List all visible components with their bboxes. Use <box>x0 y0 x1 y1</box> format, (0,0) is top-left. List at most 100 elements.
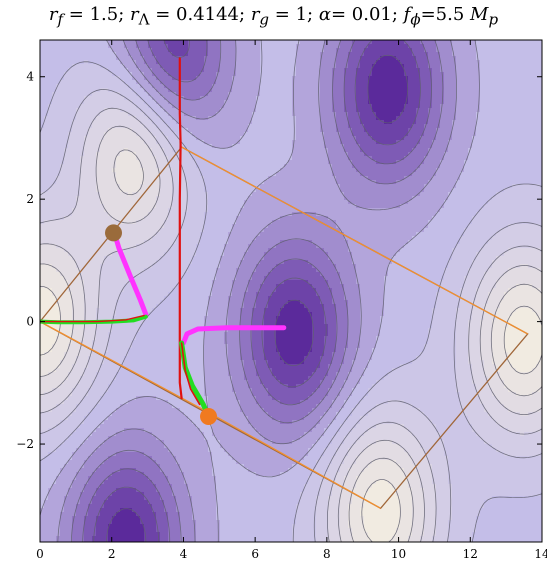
contour-cell <box>292 108 297 113</box>
contour-cell <box>340 60 345 65</box>
contour-cell <box>80 124 85 129</box>
contour-cell <box>120 160 125 165</box>
contour-cell <box>352 120 357 125</box>
contour-cell <box>432 116 437 121</box>
contour-cell <box>272 96 277 101</box>
contour-cell <box>264 180 269 185</box>
contour-cell <box>312 80 317 85</box>
contour-cell <box>432 144 437 149</box>
contour-cell <box>208 48 213 53</box>
contour-cell <box>196 160 201 165</box>
contour-cell <box>164 144 169 149</box>
contour-cell <box>236 164 241 169</box>
contour-cell <box>152 144 157 149</box>
contour-cell <box>108 132 113 137</box>
contour-cell <box>344 128 349 133</box>
contour-cell <box>172 160 177 165</box>
contour-cell <box>208 56 213 61</box>
contour-cell <box>140 148 145 153</box>
contour-cell <box>348 160 353 165</box>
contour-cell <box>80 68 85 73</box>
contour-cell <box>312 56 317 61</box>
contour-cell <box>500 56 505 61</box>
contour-cell <box>400 140 405 145</box>
contour-cell <box>196 96 201 101</box>
contour-cell <box>120 184 125 189</box>
contour-cell <box>104 52 109 57</box>
contour-cell <box>96 48 101 53</box>
contour-cell <box>292 192 297 197</box>
contour-cell <box>532 144 537 149</box>
contour-cell <box>320 180 325 185</box>
contour-cell <box>220 128 225 133</box>
contour-cell <box>72 144 77 149</box>
contour-cell <box>384 104 389 109</box>
contour-cell <box>428 112 433 117</box>
contour-cell <box>192 196 197 201</box>
contour-cell <box>264 92 269 97</box>
contour-cell <box>140 176 145 181</box>
contour-cell <box>200 64 205 69</box>
contour-cell <box>424 40 429 45</box>
contour-cell <box>200 44 205 49</box>
contour-cell <box>368 188 373 193</box>
contour-cell <box>192 188 197 193</box>
contour-cell <box>484 52 489 57</box>
contour-cell <box>300 76 305 81</box>
contour-cell <box>156 84 161 89</box>
contour-cell <box>504 120 509 125</box>
contour-cell <box>84 52 89 57</box>
contour-cell <box>228 40 233 45</box>
contour-cell <box>400 164 405 169</box>
contour-cell <box>360 100 365 105</box>
contour-cell <box>40 176 45 181</box>
contour-cell <box>468 164 473 169</box>
contour-cell <box>132 48 137 53</box>
contour-cell <box>184 140 189 145</box>
contour-cell <box>108 136 113 141</box>
contour-cell <box>220 112 225 117</box>
contour-cell <box>380 188 385 193</box>
contour-cell <box>120 188 125 193</box>
contour-cell <box>448 88 453 93</box>
contour-cell <box>236 56 241 61</box>
contour-cell <box>120 132 125 137</box>
contour-cell <box>44 84 49 89</box>
contour-cell <box>376 100 381 105</box>
contour-cell <box>176 192 181 197</box>
contour-cell <box>480 180 485 185</box>
contour-cell <box>296 56 301 61</box>
contour-cell <box>148 64 153 69</box>
contour-cell <box>268 116 273 121</box>
contour-cell <box>384 116 389 121</box>
contour-cell <box>288 80 293 85</box>
contour-cell <box>172 44 177 49</box>
contour-cell <box>164 40 169 45</box>
contour-cell <box>396 92 401 97</box>
contour-cell <box>400 44 405 49</box>
contour-cell <box>220 100 225 105</box>
contour-cell <box>172 40 177 45</box>
contour-cell <box>136 124 141 129</box>
contour-cell <box>452 132 457 137</box>
contour-cell <box>200 196 205 201</box>
contour-cell <box>524 92 529 97</box>
contour-cell <box>348 172 353 177</box>
contour-cell <box>428 60 433 65</box>
contour-cell <box>476 184 481 189</box>
contour-cell <box>308 44 313 49</box>
contour-cell <box>148 164 153 169</box>
contour-cell <box>360 112 365 117</box>
contour-cell <box>160 72 165 77</box>
contour-cell <box>76 84 81 89</box>
contour-cell <box>48 88 53 93</box>
contour-cell <box>532 164 537 169</box>
contour-cell <box>528 188 533 193</box>
contour-cell <box>456 140 461 145</box>
contour-cell <box>296 72 301 77</box>
contour-cell <box>464 132 469 137</box>
contour-cell <box>344 100 349 105</box>
contour-cell <box>420 40 425 45</box>
contour-cell <box>392 168 397 173</box>
contour-cell <box>500 136 505 141</box>
